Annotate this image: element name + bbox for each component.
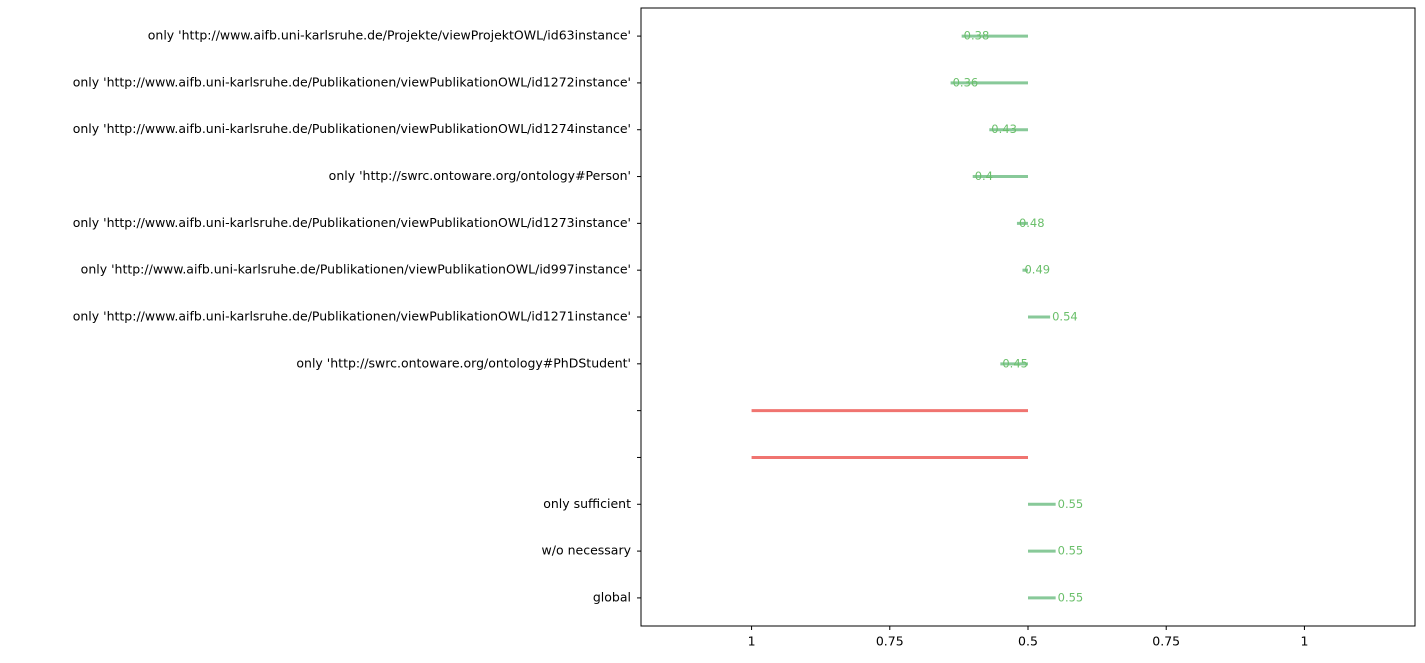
value-label: 0.48 (1019, 216, 1045, 230)
y-tick-label: only sufficient (543, 496, 631, 511)
y-tick-label: only 'http://swrc.ontoware.org/ontology#… (329, 168, 631, 183)
value-label: 0.55 (1058, 497, 1084, 511)
value-label: 0.43 (991, 122, 1017, 136)
x-tick-label: 1 (1300, 634, 1308, 649)
value-label: 0.55 (1058, 590, 1084, 604)
y-tick-label: only 'http://www.aifb.uni-karlsruhe.de/P… (73, 121, 631, 136)
x-tick-label: 0.5 (1018, 634, 1038, 649)
y-tick-label: only 'http://swrc.ontoware.org/ontology#… (296, 355, 631, 370)
y-tick-label: only 'http://www.aifb.uni-karlsruhe.de/P… (73, 74, 631, 89)
value-label: 0.55 (1058, 544, 1084, 558)
value-label: 0.49 (1024, 263, 1050, 277)
value-label: 0.4 (975, 169, 993, 183)
value-label: 0.36 (953, 75, 979, 89)
value-label: 0.38 (964, 29, 990, 43)
y-tick-label: only 'http://www.aifb.uni-karlsruhe.de/P… (148, 28, 631, 43)
x-tick-label: 0.75 (1152, 634, 1180, 649)
value-label: 0.54 (1052, 310, 1078, 324)
x-tick-label: 0.75 (876, 634, 904, 649)
x-tick-label: 1 (748, 634, 756, 649)
y-tick-label: only 'http://www.aifb.uni-karlsruhe.de/P… (81, 262, 631, 277)
value-label: 0.45 (1002, 356, 1028, 370)
y-tick-label: only 'http://www.aifb.uni-karlsruhe.de/P… (73, 309, 631, 324)
y-tick-label: w/o necessary (542, 543, 632, 558)
y-tick-label: global (593, 589, 631, 604)
y-tick-label: only 'http://www.aifb.uni-karlsruhe.de/P… (73, 215, 631, 230)
